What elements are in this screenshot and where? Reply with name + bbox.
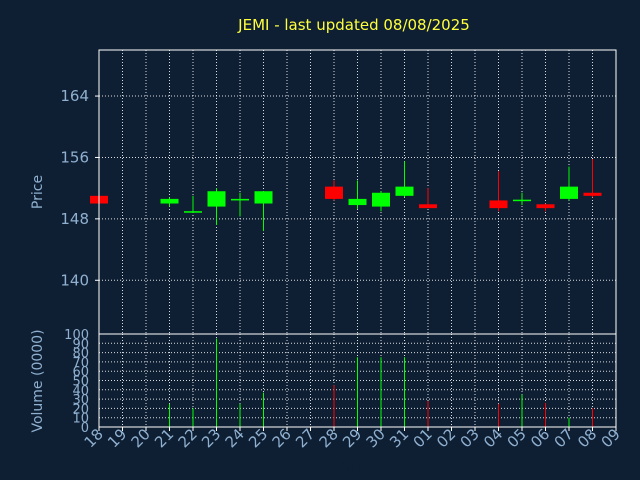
price-axis-label: Price: [30, 175, 46, 209]
candle-body-28: [325, 186, 343, 199]
candle-body-21: [160, 198, 179, 204]
candle-body-07: [560, 186, 578, 199]
candle-body-24: [231, 198, 249, 201]
volume-tick-label: 80: [72, 347, 89, 362]
chart-title: JEMI - last updated 08/08/2025: [237, 16, 470, 34]
x-axis-label: Day: [334, 459, 362, 475]
volume-tick-label: 30: [72, 393, 89, 408]
volume-tick-label: 50: [72, 375, 89, 390]
volume-bars: [169, 338, 593, 427]
candle-body-08: [583, 192, 602, 196]
candle-body-06: [536, 204, 555, 209]
volume-tick-label: 90: [72, 337, 89, 352]
volume-tick-label: 40: [72, 384, 89, 399]
volume-tick-label: 10: [72, 412, 89, 427]
volume-panel-frame: [98, 333, 617, 428]
candle-body-31: [395, 186, 414, 196]
price-tick-label: 140: [60, 271, 89, 289]
volume-axis-label: Volume (0000): [30, 329, 46, 432]
candle-body-23: [207, 191, 226, 207]
x-tick-labels: 1819202122232425262728293031010203040506…: [81, 425, 624, 451]
candle-body-22: [184, 211, 202, 213]
candle-body-01: [419, 204, 437, 209]
volume-tick-label: 60: [72, 365, 89, 380]
price-tick-label: 164: [60, 87, 89, 105]
volume-tick-label: 0: [81, 421, 89, 436]
candle-body-25: [254, 191, 273, 204]
price-tick-label: 156: [60, 148, 89, 166]
candle-body-29: [348, 198, 367, 206]
volume-tick-label: 100: [64, 328, 89, 343]
volume-tick-label: 20: [72, 402, 89, 417]
price-tick-label: 148: [60, 210, 89, 228]
candle-body-04: [489, 200, 508, 209]
candle-body-05: [513, 199, 531, 202]
volume-tick-label: 70: [72, 356, 89, 371]
candle-body-30: [372, 192, 390, 207]
